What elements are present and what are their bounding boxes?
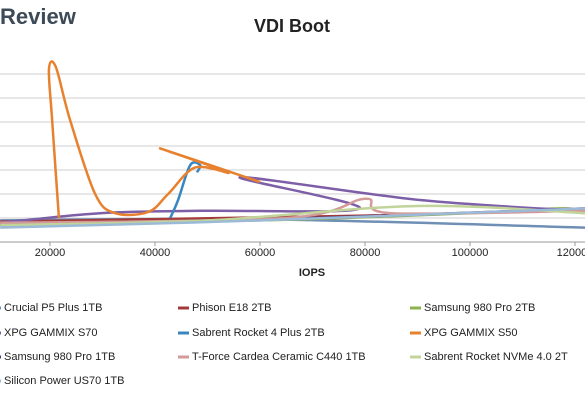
legend-label: Samsung 980 Pro 2TB: [424, 302, 535, 314]
logo: Review: [0, 4, 77, 29]
legend-label: Phison E18 2TB: [192, 302, 272, 314]
series-line: [0, 204, 585, 227]
series-line: [0, 207, 585, 229]
x-tick-label: 20000: [35, 247, 66, 259]
x-tick-label: 60000: [245, 247, 276, 259]
x-tick-label: 40000: [140, 247, 171, 259]
legend-label: Sabrent Rocket 4 Plus 2TB: [192, 327, 325, 339]
legend-label: Sabrent Rocket NVMe 4.0 2T: [424, 351, 568, 363]
chart-title: VDI Boot: [254, 16, 330, 36]
legend-label: Silicon Power US70 1TB: [4, 375, 124, 387]
x-tick-label: 100000: [452, 247, 489, 259]
series-line: [0, 175, 581, 225]
x-axis-title: IOPS: [299, 267, 325, 279]
legend-label: Crucial P5 Plus 1TB: [4, 302, 102, 314]
series-line: [47, 60, 261, 219]
legend-label: Samsung 980 Pro 1TB: [4, 351, 115, 363]
legend-label: XPG GAMMIX S50: [424, 327, 518, 339]
legend-label: XPG GAMMIX S70: [4, 327, 98, 339]
legend-label: T-Force Cardea Ceramic C440 1TB: [192, 351, 366, 363]
x-tick-label: 80000: [350, 247, 381, 259]
x-tick-label: 120000: [557, 247, 585, 259]
